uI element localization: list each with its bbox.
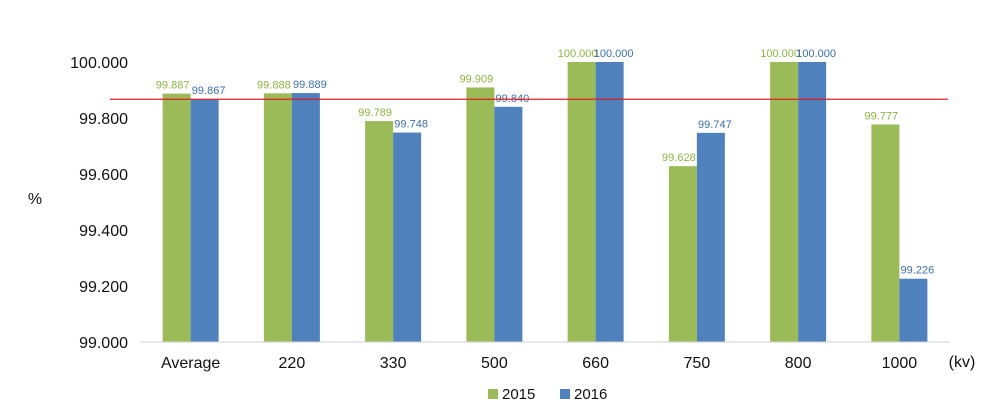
bar-2015 <box>466 87 495 342</box>
y-axis-ticks: 99.000 99.200 99.400 99.600 99.800 100.000 <box>70 55 128 352</box>
bar-2015 <box>365 121 394 342</box>
y-tick-label: 99.400 <box>79 223 128 240</box>
data-label-2015: 99.777 <box>865 110 899 122</box>
y-tick-label: 99.800 <box>79 111 128 128</box>
data-label-2016: 99.747 <box>698 119 732 131</box>
x-tick-label: 750 <box>684 355 711 372</box>
bar-2016 <box>494 106 523 342</box>
data-label-2015: 100.000 <box>760 48 800 60</box>
x-axis-unit-label: (kv) <box>949 354 976 371</box>
data-label-2015: 99.887 <box>156 80 190 92</box>
bar-2015 <box>770 62 799 342</box>
bar-2016 <box>696 132 725 342</box>
data-label-2015: 100.000 <box>558 48 598 60</box>
data-label-2015: 99.789 <box>358 107 392 119</box>
x-tick-label: 330 <box>380 355 407 372</box>
data-label-2016: 100.000 <box>594 48 634 60</box>
bar-2015 <box>871 124 900 342</box>
data-label-2015: 99.909 <box>460 73 494 85</box>
legend-swatch-2015 <box>488 389 498 399</box>
bar-2015 <box>567 62 596 342</box>
y-tick-label: 99.600 <box>79 167 128 184</box>
x-tick-label: 220 <box>279 355 306 372</box>
data-label-2015: 99.888 <box>257 79 291 91</box>
data-label-2016: 99.867 <box>192 85 226 97</box>
data-label-2016: 100.000 <box>796 48 836 60</box>
data-label-2016: 99.889 <box>293 79 327 91</box>
y-axis-label: % <box>28 191 42 208</box>
bar-2015 <box>668 166 697 342</box>
bar-2016 <box>393 132 422 342</box>
legend-swatch-2016 <box>560 389 570 399</box>
legend-label-2016: 2016 <box>574 386 607 403</box>
bar-2016 <box>595 62 624 342</box>
x-axis-tick-labels: Average 220 330 500 660 750 800 1000 <box>161 355 917 372</box>
data-label-2016: 99.748 <box>394 119 428 131</box>
x-tick-label: 800 <box>785 355 812 372</box>
bar-2016 <box>899 278 928 342</box>
data-label-2015: 99.628 <box>662 152 696 164</box>
x-tick-label: 1000 <box>882 355 918 372</box>
bar-2016 <box>190 99 219 343</box>
data-label-2016: 99.226 <box>901 265 935 277</box>
bar-2015 <box>263 93 292 342</box>
legend-label-2015: 2015 <box>502 386 535 403</box>
bar-2016 <box>291 93 320 342</box>
x-tick-label: Average <box>161 355 220 372</box>
y-tick-label: 99.000 <box>79 335 128 352</box>
bar-2016 <box>798 62 827 342</box>
y-tick-label: 99.200 <box>79 279 128 296</box>
legend: 2015 2016 <box>488 386 607 403</box>
x-tick-label: 660 <box>582 355 609 372</box>
x-tick-label: 500 <box>481 355 508 372</box>
bar-2015 <box>162 93 191 342</box>
y-tick-label: 100.000 <box>70 55 128 72</box>
bar-marks <box>162 62 928 343</box>
